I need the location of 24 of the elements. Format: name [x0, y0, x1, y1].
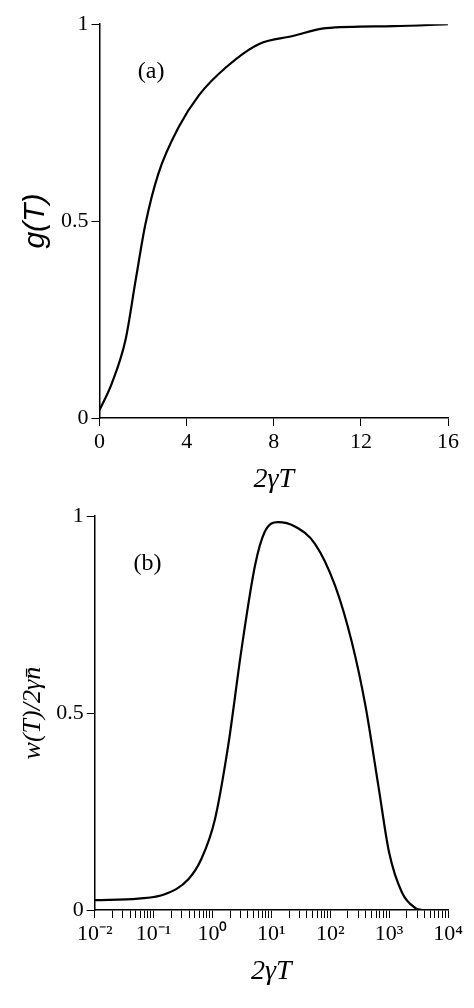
x-tick-label: 10⁻¹ [135, 919, 172, 945]
x-tick-label: 10⁻² [76, 919, 113, 945]
y-tick-label: 0 [72, 895, 84, 921]
x-tick-label: 10² [315, 919, 345, 945]
x-tick-label: 0 [94, 427, 105, 453]
x-tick-label: 12 [349, 427, 372, 453]
x-axis-title: 2γT [251, 953, 295, 985]
y-tick-label: 0 [77, 403, 89, 429]
x-tick-label: 10⁴ [433, 919, 464, 945]
x-tick-label: 16 [437, 427, 459, 453]
x-axis-title: 2γT [253, 461, 297, 493]
y-tick-label: 1 [77, 9, 89, 35]
x-tick-label: 10⁰ [197, 919, 228, 945]
y-tick-label: 1 [72, 501, 84, 527]
x-tick-label: 4 [181, 427, 193, 453]
y-axis-title: w(T)/2γn̄ [17, 666, 47, 760]
annotation: (b) [133, 548, 162, 575]
y-tick-label: 0.5 [56, 698, 84, 724]
x-tick-label: 10¹ [257, 919, 286, 945]
x-tick-label: 10³ [374, 919, 404, 945]
y-axis-title: g(T) [17, 193, 51, 249]
y-tick-label: 0.5 [61, 206, 89, 232]
x-tick-label: 8 [268, 427, 280, 453]
annotation: (a) [137, 56, 165, 83]
